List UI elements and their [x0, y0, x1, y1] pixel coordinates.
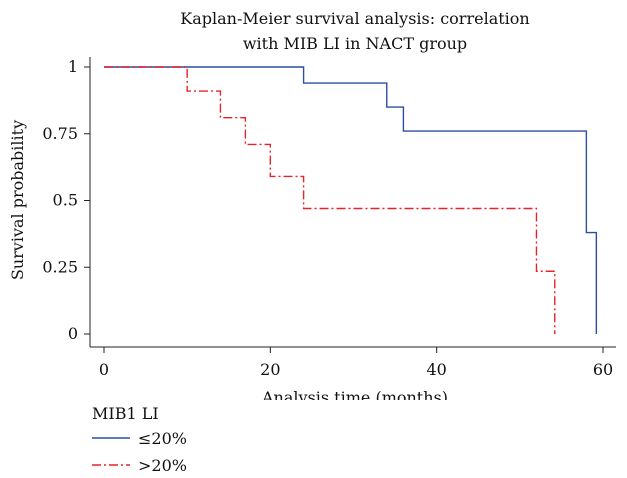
x-axis-label: Analysis time (months) — [261, 388, 448, 400]
chart-title-line-1: Kaplan-Meier survival analysis: correlat… — [180, 9, 529, 28]
legend-label-le20: ≤20% — [138, 428, 187, 448]
km-chart: Kaplan-Meier survival analysis: correlat… — [8, 9, 616, 400]
x-tick-label: 40 — [426, 360, 446, 379]
y-tick-label: 1 — [68, 57, 78, 76]
legend-swatch-dashdot — [92, 464, 130, 466]
chart-title-line-2: with MIB LI in NACT group — [243, 34, 467, 53]
series-line-gt20 — [104, 66, 556, 334]
y-tick-label: 0.5 — [53, 191, 78, 210]
legend-label-gt20: >20% — [138, 455, 187, 475]
series-layer — [104, 66, 598, 334]
x-tick-label: 60 — [593, 360, 613, 379]
legend-swatch-solid — [92, 437, 130, 439]
legend-item-le20: ≤20% — [92, 428, 187, 448]
x-tick-label: 0 — [99, 360, 109, 379]
y-tick-label: 0 — [68, 324, 78, 343]
series-line-le20 — [104, 66, 598, 334]
legend-item-gt20: >20% — [92, 455, 187, 475]
y-axis-label: Survival probability — [8, 120, 27, 280]
legend-title: MIB1 LI — [92, 404, 159, 423]
y-tick-label: 0.75 — [42, 124, 78, 143]
axes: 0 0.25 0.5 0.75 1 0 20 40 60 — [42, 57, 616, 379]
y-tick-label: 0.25 — [42, 257, 78, 276]
x-tick-label: 20 — [260, 360, 280, 379]
chart-title: Kaplan-Meier survival analysis: correlat… — [180, 9, 529, 53]
